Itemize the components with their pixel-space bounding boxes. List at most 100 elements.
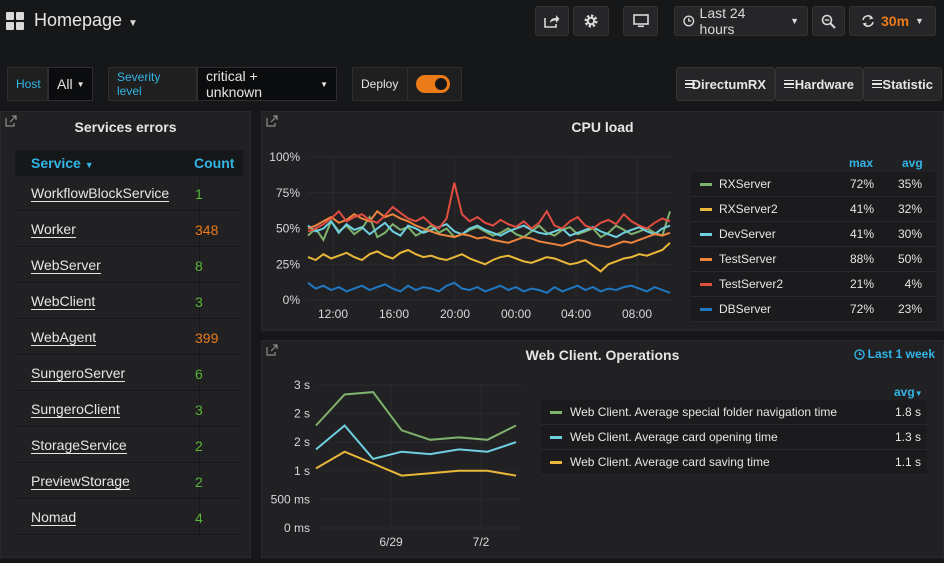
- legend-row[interactable]: DevServer 41% 30%: [691, 222, 936, 247]
- series-avg-value: 1.3 s: [894, 430, 921, 444]
- legend-row[interactable]: TestServer2 21% 4%: [691, 272, 936, 297]
- x-tick-label: 20:00: [440, 307, 470, 321]
- series-color-swatch[interactable]: [700, 283, 712, 286]
- series-line[interactable]: [307, 182, 671, 233]
- series-color-swatch[interactable]: [700, 183, 712, 186]
- error-count: 1: [195, 186, 203, 202]
- dashboard-title[interactable]: Homepage: [34, 10, 123, 30]
- legend-row[interactable]: TestServer 88% 50%: [691, 247, 936, 272]
- error-count: 4: [195, 510, 203, 526]
- host-variable-select[interactable]: All ▼: [48, 67, 93, 101]
- legend-header-avg[interactable]: avg▼: [894, 385, 923, 399]
- zoom-out-button[interactable]: [812, 6, 845, 36]
- legend-row[interactable]: Web Client. Average card opening time 1.3…: [541, 425, 927, 450]
- series-name[interactable]: TestServer2: [719, 277, 784, 291]
- table-row: WebClient 3: [15, 284, 243, 319]
- column-header-service[interactable]: Service ▼: [31, 155, 94, 171]
- x-tick-label: 12:00: [318, 307, 348, 321]
- service-name-link[interactable]: WebClient: [31, 293, 96, 310]
- table-row: PreviewStorage 2: [15, 464, 243, 499]
- column-header-count[interactable]: Count: [194, 155, 235, 171]
- series-name[interactable]: TestServer: [719, 252, 777, 266]
- series-line[interactable]: [307, 209, 671, 249]
- external-link-icon[interactable]: [266, 115, 278, 127]
- service-name-link[interactable]: Worker: [31, 221, 76, 238]
- series-line[interactable]: [307, 281, 671, 294]
- dashboard-link-directumrx[interactable]: DirectumRX: [676, 67, 775, 101]
- series-line[interactable]: [315, 391, 517, 441]
- external-link-icon[interactable]: [266, 344, 278, 356]
- series-color-swatch[interactable]: [700, 208, 712, 211]
- series-color-swatch[interactable]: [700, 258, 712, 261]
- series-name[interactable]: RXServer: [719, 177, 772, 191]
- column-divider: [199, 500, 200, 535]
- service-name-link[interactable]: WebServer: [31, 257, 101, 274]
- service-name-link[interactable]: PreviewStorage: [31, 473, 130, 490]
- series-name[interactable]: Web Client. Average special folder navig…: [570, 405, 838, 419]
- share-icon: [544, 15, 560, 28]
- x-tick-label: 16:00: [379, 307, 409, 321]
- legend-row[interactable]: Web Client. Average card saving time 1.1 …: [541, 450, 927, 475]
- x-tick-label: 6/29: [379, 535, 403, 549]
- series-color-swatch[interactable]: [550, 436, 562, 439]
- series-name[interactable]: Web Client. Average card opening time: [570, 430, 778, 444]
- legend-row[interactable]: DBServer 72% 23%: [691, 297, 936, 322]
- web-client-operations-graph[interactable]: 0 ms 500 ms 1 s 2 s 2 s 3 s 6/29 7/2: [262, 371, 532, 557]
- series-line[interactable]: [307, 219, 671, 239]
- dashboard-link-label: Statistic: [882, 76, 933, 92]
- caret-down-icon[interactable]: ▼: [128, 18, 138, 29]
- service-name-link[interactable]: StorageService: [31, 437, 127, 454]
- series-color-swatch[interactable]: [700, 308, 712, 311]
- legend-row[interactable]: Web Client. Average special folder navig…: [541, 400, 927, 425]
- dashboard-link-statistic[interactable]: Statistic: [863, 67, 942, 101]
- series-name[interactable]: Web Client. Average card saving time: [570, 455, 770, 469]
- column-divider: [199, 176, 200, 211]
- series-color-swatch[interactable]: [700, 233, 712, 236]
- legend-header-max[interactable]: max: [849, 156, 874, 170]
- x-tick-label: 04:00: [561, 307, 591, 321]
- caret-down-icon: ▼: [790, 16, 799, 26]
- time-override-label: Last 1 week: [867, 347, 935, 361]
- external-link-icon[interactable]: [5, 115, 17, 127]
- panel-title: Services errors: [74, 119, 177, 135]
- deploy-toggle[interactable]: [416, 75, 450, 93]
- service-name-link[interactable]: SungeroClient: [31, 401, 120, 418]
- error-count: 3: [195, 294, 203, 310]
- time-range-picker[interactable]: Last 24 hours ▼: [674, 5, 808, 37]
- x-tick-label: 00:00: [501, 307, 531, 321]
- settings-button[interactable]: [573, 6, 609, 36]
- cycle-view-mode-button[interactable]: [623, 6, 658, 36]
- series-line[interactable]: [315, 450, 517, 477]
- severity-variable-select[interactable]: critical + unknown ▼: [197, 67, 337, 101]
- series-name[interactable]: DevServer: [719, 227, 776, 241]
- service-name-link[interactable]: WorkflowBlockService: [31, 185, 170, 202]
- gear-icon: [584, 14, 598, 28]
- legend-row[interactable]: RXServer2 41% 32%: [691, 197, 936, 222]
- service-name-link[interactable]: WebAgent: [31, 329, 97, 346]
- table-row: Worker 348: [15, 212, 243, 247]
- column-divider: [199, 320, 200, 355]
- column-divider: [199, 428, 200, 463]
- share-button[interactable]: [535, 6, 569, 36]
- series-name[interactable]: DBServer: [719, 302, 772, 316]
- table-row: SungeroServer 6: [15, 356, 243, 391]
- table-row: Nomad 4: [15, 500, 243, 535]
- dashboard-grid-icon[interactable]: [6, 12, 24, 30]
- refresh-interval-label: 30m: [881, 13, 910, 29]
- error-count: 6: [195, 366, 203, 382]
- series-color-swatch[interactable]: [550, 461, 562, 464]
- series-line[interactable]: [315, 424, 517, 461]
- dashboard-link-hardware[interactable]: Hardware: [775, 67, 863, 101]
- series-max-value: 41%: [849, 202, 874, 216]
- series-color-swatch[interactable]: [550, 411, 562, 414]
- service-name-link[interactable]: Nomad: [31, 509, 77, 526]
- web-client-operations-panel: Web Client. Operations Last 1 week 0 ms 5…: [261, 340, 944, 558]
- service-name-link[interactable]: SungeroServer: [31, 365, 126, 382]
- legend-row[interactable]: RXServer 72% 35%: [691, 172, 936, 197]
- refresh-button[interactable]: 30m ▼: [849, 6, 936, 36]
- series-name[interactable]: RXServer2: [719, 202, 778, 216]
- cpu-load-graph[interactable]: 0% 25% 50% 75% 100% 12:00 16:00 20:00 00:00 04:00…: [262, 142, 682, 332]
- legend-header-avg[interactable]: avg: [902, 156, 923, 170]
- time-override-info: Last 1 week: [853, 347, 935, 361]
- series-line[interactable]: [307, 242, 671, 273]
